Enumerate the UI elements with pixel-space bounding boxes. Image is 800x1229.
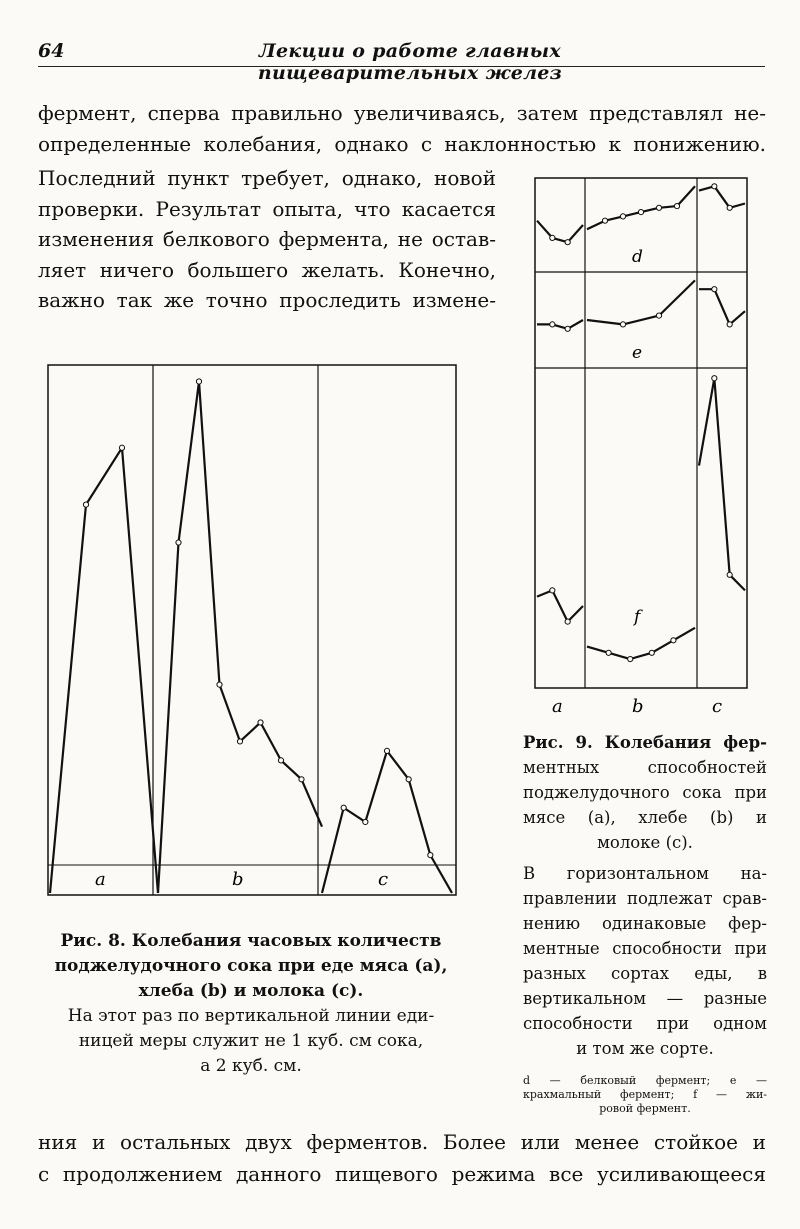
data-point-e-a [549,321,556,328]
data-point-b [298,776,305,783]
page-number: 64 [38,40,65,62]
data-point-c [405,776,412,783]
text-line: фермент, сперва правильно увеличиваясь, … [38,101,766,125]
data-point-b [216,681,223,688]
data-point-f-c [726,571,733,578]
fig8-label-c: c [378,869,388,890]
fig9-note-line: В горизонтальном на- [523,864,767,883]
series-line-f-c [697,377,746,592]
data-point-f-c [711,375,718,382]
text-line: важно так же точно проследить измене- [38,288,496,312]
fig9-frame [534,177,748,689]
data-point-b [175,539,182,546]
data-point-c [427,852,434,859]
series-line-f-a [536,589,584,623]
fig9-note-line: способности при одном [523,1014,767,1033]
fig9-caption-line: Рис. 9. Колебания фер- [523,733,767,752]
text-left: Последний пункт требует, однако, новой п… [38,163,496,316]
data-point-a [82,501,90,508]
fig9-caption-line: мясе (a), хлебе (b) и [523,808,767,827]
fig9-row-label-f: f [632,607,643,627]
data-point-f-b [605,649,612,656]
data-point-d-b [637,209,645,216]
series-line-a [48,446,160,894]
data-point-c [362,818,369,826]
text-bottom: ния и остальных двух ферментов. Более ил… [38,1126,766,1190]
data-point-f-b [627,655,634,663]
series-line-e-b [586,279,696,326]
text-line: проверки. Результат опыта, что касается [38,196,496,221]
fig9-row-label-d: d [632,247,643,267]
data-point-f-a [549,587,556,594]
text-line: определенные колебания, однако с наклонн… [38,132,766,156]
fig9-caption-line: ментных способностей [523,758,767,777]
data-point-d-b [619,213,627,220]
data-point-d-a [564,239,571,246]
fig9-caption-line: поджелудочного сока при [523,783,767,802]
data-point-e-c [711,286,718,293]
fig9-legend: d — белковый фермент; e — крахмальный фе… [523,1074,767,1116]
data-point-d-b [673,202,681,210]
series-line-d-a [536,219,584,244]
fig9-col-label-c: c [712,696,722,717]
data-point-f-b [648,649,655,656]
fig8-label-b: b [232,869,244,890]
data-point-c [383,747,391,755]
data-point-e-c [726,321,733,328]
fig9-note-line: нению одинаковые фер- [523,914,767,933]
fig9-col-label-a: a [552,696,563,717]
data-point-d-c [711,183,718,190]
data-point-d-b [655,204,663,211]
fig8-caption-line: поджелудочного сока при еде мяса (a), [54,956,448,976]
data-point-b [277,757,285,764]
fig8-note-line: На этот раз по вертикальной линии еди- [67,1006,435,1026]
data-point-e-a [564,325,571,332]
fig8-caption: Рис. 8. Колебания часовых количеств подж… [48,929,454,1079]
fig9-legend-line: ровой фермент. [599,1102,691,1115]
fig9-note-line: правлении подлежат срав- [523,889,767,908]
series-line-e-a [537,319,584,330]
text-top: фермент, сперва правильно увеличиваясь, … [38,98,766,160]
fig9-caption: Рис. 9. Колебания фер- ментных способнос… [523,730,767,1061]
data-point-b [236,738,244,745]
fig9-col-label-b: b [632,696,644,717]
header-rule [38,66,765,67]
text-line: с продолжением данного пищевого режима в… [38,1162,766,1186]
fig8-frame [47,364,457,896]
fig8-note-line: ницей меры служит не 1 куб. см сока, [78,1031,424,1051]
running-title: Лекции о работе главных пищеварительных … [257,40,563,84]
fig9-note-line: и том же сорте. [576,1039,714,1058]
series-line-e-c [699,288,746,326]
fig8-label-a: a [95,869,106,890]
data-point-b [195,378,203,385]
data-point-d-b [601,217,609,224]
data-point-f-b [670,637,677,644]
series-line-d-c [698,185,746,209]
data-point-f-a [564,618,571,625]
fig8-note-line: а 2 куб. см. [200,1056,302,1076]
data-point-d-c [726,204,733,211]
fig8-caption-line: хлеба (b) и молока (c). [138,981,364,1001]
fig8-caption-line: Рис. 8. Колебания часовых количеств [60,931,442,951]
text-line: Последний пункт требует, однако, новой [38,166,496,190]
fig9-note-line: разных сортах еды, в [523,964,767,983]
fig9-legend-line: крахмальный фермент; f — жи- [523,1088,767,1101]
text-line: ния и остальных двух ферментов. Более ил… [38,1130,766,1154]
data-point-a [118,444,126,451]
fig9-note-line: ментные способности при [523,939,767,958]
fig9-legend-line: d — белковый фермент; e — [523,1074,767,1087]
data-point-c [340,804,347,811]
data-point-d-a [549,234,556,241]
data-point-b [257,719,264,726]
text-line: изменения белкового фермента, не остав- [38,227,496,251]
data-point-e-b [655,312,663,319]
data-point-e-b [619,321,627,328]
fig9-note-line: вертикальном — разные [523,989,767,1008]
fig9-row-label-e: e [632,343,642,363]
text-line: ляет ничего большего желать. Конечно, [38,257,496,282]
series-line-f-b [586,626,696,661]
fig9-caption-line: молоке (c). [597,833,693,852]
